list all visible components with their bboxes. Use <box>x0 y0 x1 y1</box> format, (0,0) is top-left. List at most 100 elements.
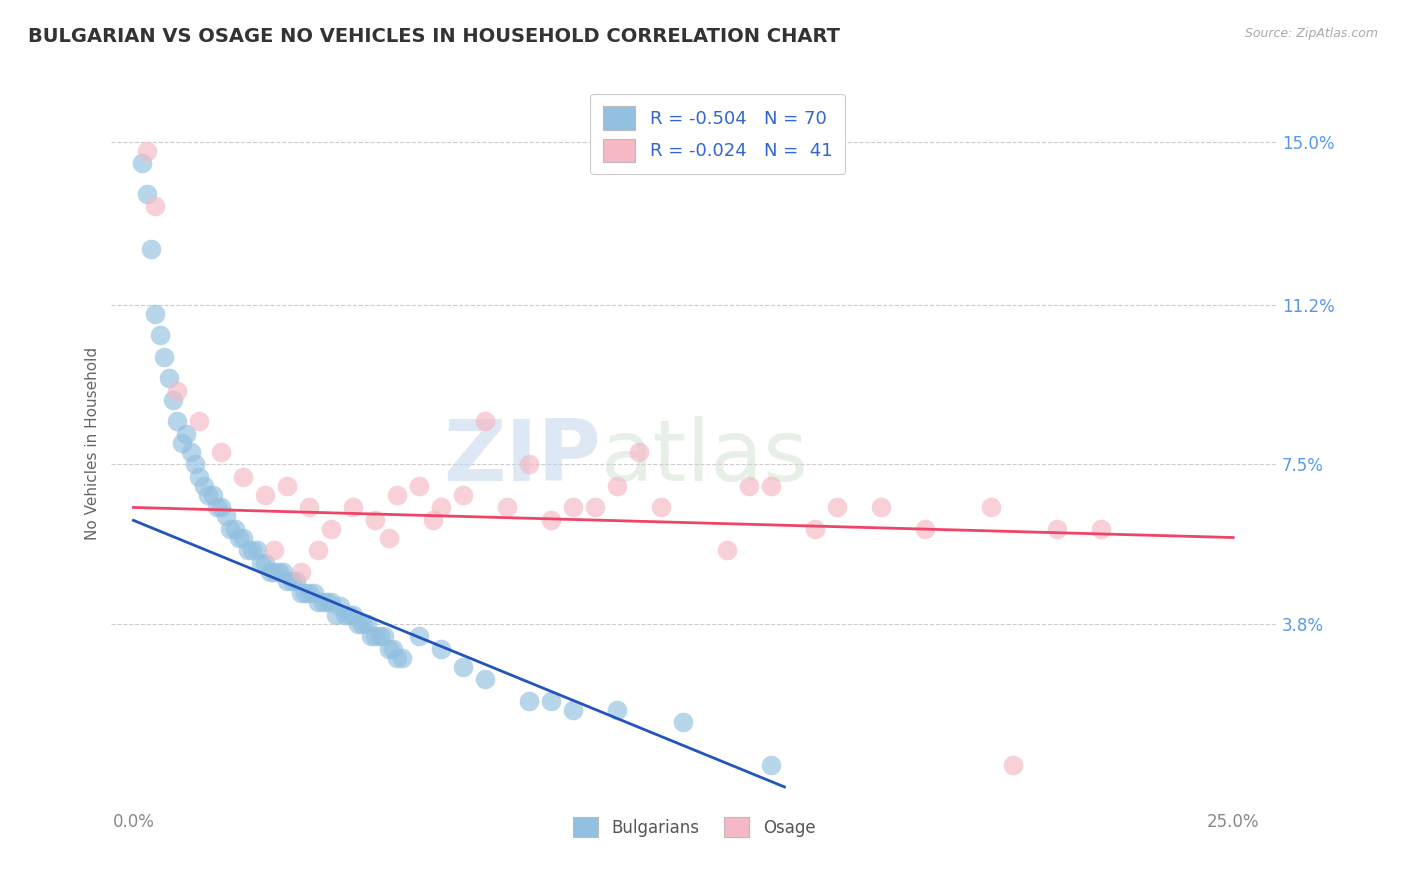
Point <box>321 595 343 609</box>
Point <box>377 642 399 657</box>
Point <box>201 487 224 501</box>
Point <box>139 243 162 257</box>
Point <box>342 607 364 622</box>
Point <box>166 414 188 428</box>
Point <box>583 500 606 515</box>
Point <box>209 444 232 458</box>
Point <box>263 543 285 558</box>
Point <box>1046 522 1069 536</box>
Point <box>562 702 585 716</box>
Point <box>298 586 321 600</box>
Point <box>496 500 519 515</box>
Point <box>387 651 409 665</box>
Point <box>804 522 827 536</box>
Point <box>254 557 277 571</box>
Point <box>430 642 453 657</box>
Point <box>250 557 273 571</box>
Point <box>236 543 259 558</box>
Point <box>342 500 364 515</box>
Point <box>263 565 285 579</box>
Point <box>149 328 172 343</box>
Point <box>307 595 329 609</box>
Point <box>377 531 399 545</box>
Point <box>517 458 540 472</box>
Point <box>145 199 167 213</box>
Point <box>290 565 312 579</box>
Point <box>174 427 197 442</box>
Point <box>254 487 277 501</box>
Point <box>228 531 250 545</box>
Point <box>215 509 238 524</box>
Point <box>738 479 761 493</box>
Point <box>145 307 167 321</box>
Point <box>825 500 848 515</box>
Text: Source: ZipAtlas.com: Source: ZipAtlas.com <box>1244 27 1378 40</box>
Point <box>373 630 395 644</box>
Point <box>325 607 347 622</box>
Point <box>408 630 430 644</box>
Point <box>914 522 936 536</box>
Point <box>271 565 294 579</box>
Point <box>352 616 374 631</box>
Point <box>209 500 232 515</box>
Point <box>381 642 404 657</box>
Point <box>761 479 783 493</box>
Point <box>276 574 298 588</box>
Point <box>162 392 184 407</box>
Point <box>153 350 176 364</box>
Point <box>517 694 540 708</box>
Point <box>240 543 263 558</box>
Point <box>606 702 628 716</box>
Point <box>368 630 391 644</box>
Text: ZIP: ZIP <box>443 416 600 499</box>
Point <box>197 487 219 501</box>
Point <box>131 156 153 170</box>
Point <box>224 522 246 536</box>
Text: atlas: atlas <box>600 416 808 499</box>
Point <box>391 651 413 665</box>
Point <box>321 522 343 536</box>
Point <box>980 500 1002 515</box>
Point <box>276 479 298 493</box>
Point <box>302 586 325 600</box>
Point <box>135 144 157 158</box>
Point <box>135 186 157 201</box>
Point <box>430 500 453 515</box>
Point <box>205 500 228 515</box>
Point <box>180 444 202 458</box>
Point <box>562 500 585 515</box>
Point <box>870 500 893 515</box>
Point <box>193 479 215 493</box>
Point <box>329 599 352 614</box>
Point <box>285 574 308 588</box>
Point <box>1002 758 1025 772</box>
Point <box>650 500 672 515</box>
Point <box>356 616 378 631</box>
Point <box>453 659 475 673</box>
Point <box>761 758 783 772</box>
Point <box>166 384 188 399</box>
Point <box>606 479 628 493</box>
Point <box>364 630 387 644</box>
Y-axis label: No Vehicles in Household: No Vehicles in Household <box>86 346 100 540</box>
Point <box>474 414 496 428</box>
Point <box>453 487 475 501</box>
Point <box>716 543 738 558</box>
Point <box>184 458 207 472</box>
Point <box>170 436 193 450</box>
Point <box>219 522 242 536</box>
Point <box>540 513 562 527</box>
Point <box>422 513 444 527</box>
Point <box>1090 522 1112 536</box>
Point <box>232 531 254 545</box>
Point <box>333 607 356 622</box>
Point <box>188 470 211 484</box>
Point <box>245 543 267 558</box>
Point <box>408 479 430 493</box>
Point <box>672 715 695 730</box>
Point <box>360 630 382 644</box>
Point <box>298 500 321 515</box>
Point <box>387 487 409 501</box>
Point <box>281 574 304 588</box>
Point <box>364 513 387 527</box>
